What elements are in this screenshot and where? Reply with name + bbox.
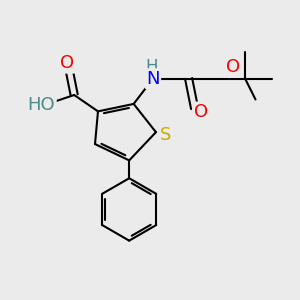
- Text: O: O: [60, 54, 74, 72]
- Text: S: S: [160, 125, 171, 143]
- Text: HO: HO: [28, 96, 55, 114]
- Text: N: N: [146, 70, 160, 88]
- Text: O: O: [226, 58, 240, 76]
- Text: H: H: [145, 58, 158, 76]
- Text: O: O: [194, 103, 208, 121]
